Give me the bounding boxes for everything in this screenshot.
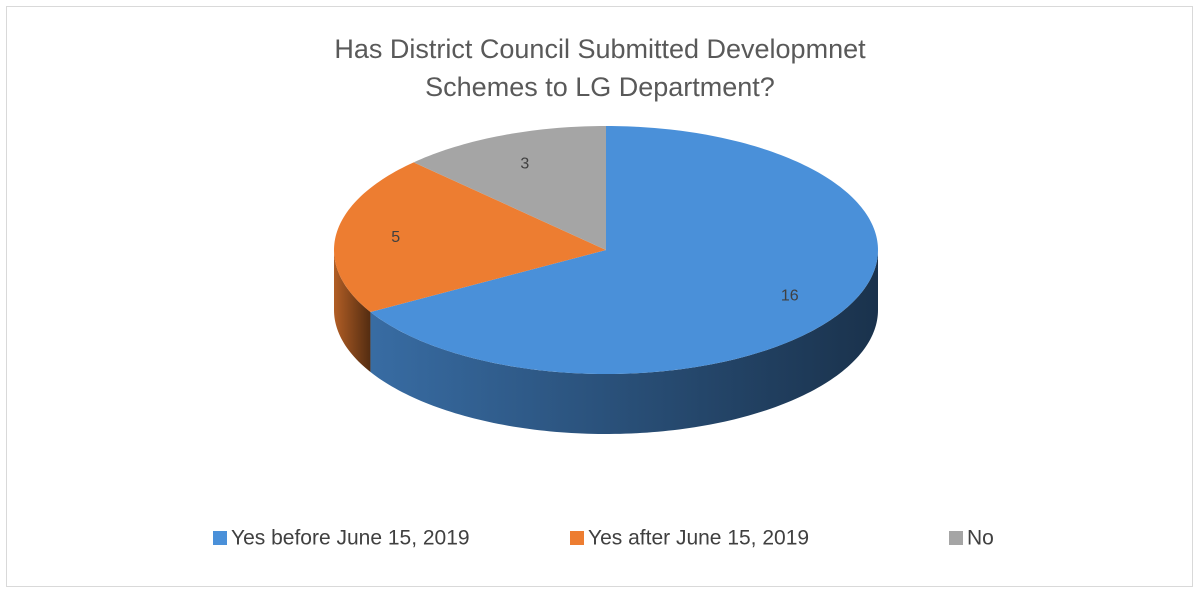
pie-slice-side [334,250,371,372]
pie-slice [413,126,606,250]
data-label: 3 [520,155,529,172]
legend-label: Yes before June 15, 2019 [231,527,470,550]
legend-swatch [949,531,963,545]
data-label: 16 [781,288,799,305]
legend-swatch [570,531,584,545]
pie-slice [334,162,606,312]
pie-slice-side [370,250,878,434]
data-label: 5 [391,229,400,246]
legend-swatch [213,531,227,545]
pie-slice [370,126,878,374]
chart-title: Has District Council Submitted Developmn… [334,34,866,102]
legend-label: No [967,527,994,550]
legend-label: Yes after June 15, 2019 [588,527,809,550]
